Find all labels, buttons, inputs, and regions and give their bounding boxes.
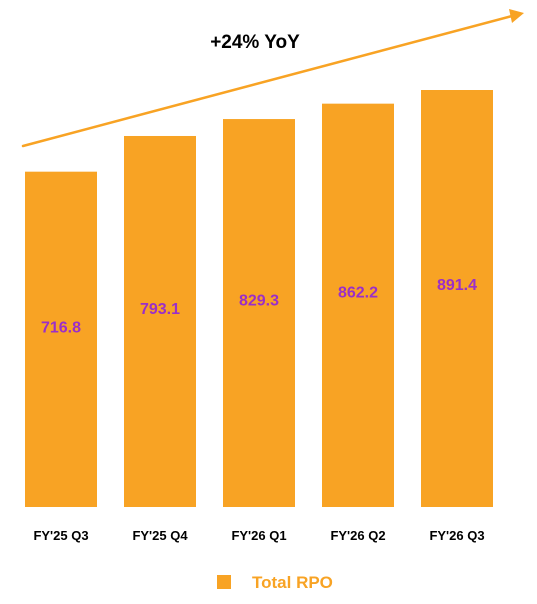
x-tick-label-2: FY'25 Q4 <box>132 528 188 543</box>
legend: Total RPO <box>217 573 333 592</box>
bar-5 <box>421 90 493 507</box>
x-axis-ticks-layer: FY'25 Q3 FY'25 Q4 FY'26 Q1 FY'26 Q2 FY'26 Q3 <box>33 528 484 543</box>
x-tick-label-4: FY'26 Q2 <box>330 528 385 543</box>
value-label-1: 716.8 <box>41 320 81 337</box>
bar-3 <box>223 119 295 507</box>
legend-label-total-rpo: Total RPO <box>252 573 333 592</box>
trend-arrow-line <box>21 14 514 148</box>
yoy-annotation: +24% YoY <box>210 32 300 53</box>
x-tick-label-1: FY'25 Q3 <box>33 528 88 543</box>
bar-2 <box>124 135 196 507</box>
value-label-4: 862.2 <box>338 284 378 301</box>
bar-4 <box>322 103 394 508</box>
bars-layer <box>25 90 493 508</box>
value-label-3: 829.3 <box>239 292 279 309</box>
trend-arrow-group <box>21 9 524 148</box>
x-tick-label-5: FY'26 Q3 <box>429 528 484 543</box>
bar-1 <box>25 171 97 508</box>
trend-arrow-head <box>509 9 524 23</box>
legend-swatch <box>217 575 231 589</box>
x-tick-label-3: FY'26 Q1 <box>231 528 286 543</box>
value-label-2: 793.1 <box>140 301 180 318</box>
value-label-5: 891.4 <box>437 277 477 294</box>
value-labels-layer: 716.8 793.1 829.3 862.2 891.4 <box>41 277 477 336</box>
